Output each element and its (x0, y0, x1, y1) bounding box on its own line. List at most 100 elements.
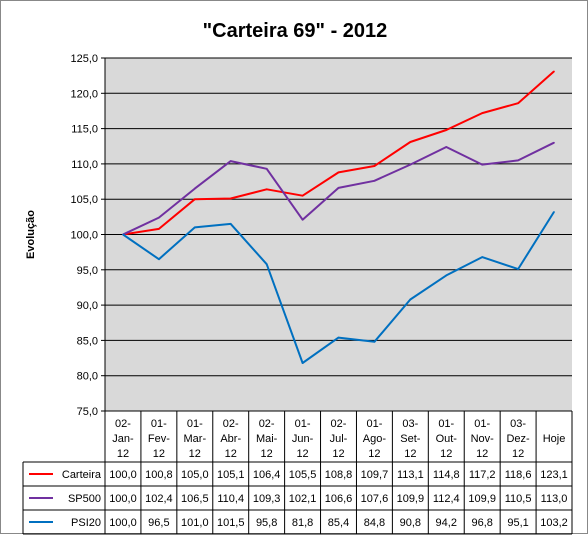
x-tick-label: Jun- (292, 433, 314, 445)
data-label-sp500: 106,6 (325, 493, 353, 505)
data-point-psi20 (229, 223, 232, 225)
data-point-psi20 (301, 362, 304, 364)
x-tick-label: Abr- (220, 433, 241, 445)
data-point-psi20 (445, 274, 448, 277)
x-tick-label: 01- (187, 418, 203, 430)
x-tick-label: 12 (189, 448, 201, 460)
data-label-sp500: 107,6 (361, 493, 389, 505)
x-tick-label: Dez- (506, 433, 530, 445)
x-tick-label: 12 (153, 448, 165, 460)
series-lines (122, 70, 555, 364)
x-tick-label: 01- (295, 418, 311, 430)
data-point-carteira (194, 198, 196, 200)
data-point-psi20 (409, 298, 412, 301)
x-tick-label: 03- (510, 418, 526, 430)
x-tick-label: Mar- (184, 433, 207, 445)
data-point-sp500 (517, 159, 519, 162)
x-tick-label: 12 (296, 448, 308, 460)
x-tick-label: 12 (261, 448, 273, 460)
x-tick-label: 02- (331, 418, 347, 430)
data-label-sp500: 102,4 (145, 493, 173, 505)
x-tick-label: 12 (225, 448, 237, 460)
data-point-psi20 (373, 341, 376, 343)
data-point-psi20 (265, 263, 268, 265)
data-label-sp500: 110,4 (217, 493, 244, 505)
x-tick-label: Jul- (330, 433, 348, 445)
x-tick-label: Out- (436, 433, 458, 445)
data-label-carteira: 117,2 (469, 469, 496, 481)
data-label-sp500: 113,0 (541, 493, 568, 505)
y-tick-label: 90,0 (77, 300, 98, 312)
x-tick-label: 12 (117, 448, 129, 460)
x-tick-label: Mai- (256, 433, 278, 445)
data-label-psi20: 94,2 (436, 517, 457, 529)
x-tick-label: 01- (151, 418, 167, 430)
data-label-carteira: 100,0 (109, 469, 137, 481)
data-point-carteira (337, 171, 340, 174)
data-point-sp500 (265, 168, 268, 170)
data-point-carteira (158, 228, 160, 230)
x-tick-label: Jan- (112, 433, 134, 445)
data-point-sp500 (194, 187, 196, 190)
y-tick-label: 115,0 (71, 124, 98, 136)
x-tick-label: 12 (440, 448, 452, 460)
data-label-psi20: 101,0 (181, 517, 209, 529)
y-axis-ticks: 75,0 80,0 85,0 90,0 95,0 100,0 105,0 110,0 115,0… (70, 53, 106, 418)
data-point-psi20 (194, 226, 196, 229)
legend-label: Carteira (62, 469, 102, 481)
data-point-carteira (517, 102, 519, 104)
data-point-sp500 (481, 163, 483, 166)
data-label-psi20: 95,8 (256, 517, 277, 529)
data-point-sp500 (158, 216, 160, 219)
y-tick-label: 125,0 (70, 53, 98, 65)
y-tick-label: 120,0 (70, 88, 98, 100)
data-label-carteira: 100,8 (145, 469, 173, 481)
data-point-sp500 (553, 141, 555, 144)
legend-label: PSI20 (71, 517, 101, 529)
data-point-sp500 (409, 163, 412, 166)
data-label-psi20: 101,5 (217, 517, 245, 529)
data-label-sp500: 112,4 (433, 493, 460, 505)
x-tick-label: 01- (438, 418, 454, 430)
data-point-carteira (409, 141, 412, 143)
data-label-psi20: 96,5 (148, 517, 169, 529)
x-tick-label: 12 (368, 448, 380, 460)
x-tick-label: 12 (404, 448, 416, 460)
data-point-psi20 (553, 211, 555, 213)
data-label-psi20: 90,8 (400, 517, 421, 529)
data-point-carteira (481, 112, 483, 114)
data-label-sp500: 110,5 (505, 493, 532, 505)
data-label-psi20: 100,0 (109, 517, 137, 529)
data-point-sp500 (445, 146, 448, 148)
data-point-psi20 (122, 233, 124, 236)
data-label-sp500: 109,3 (253, 493, 281, 505)
data-label-sp500: 102,1 (289, 493, 317, 505)
x-tick-label: 12 (332, 448, 344, 460)
y-tick-label: 110,0 (71, 159, 98, 171)
y-tick-label: 105,0 (70, 194, 98, 206)
x-tick-label: Ago- (363, 433, 387, 445)
data-label-psi20: 85,4 (328, 517, 349, 529)
x-tick-label: 12 (512, 448, 524, 460)
data-label-psi20: 81,8 (292, 517, 313, 529)
data-point-sp500 (373, 180, 376, 182)
chart-title: "Carteira 69" - 2012 (203, 20, 388, 42)
data-label-carteira: 118,6 (505, 469, 532, 481)
data-label-carteira: 123,1 (540, 469, 568, 481)
x-tick-label: 01- (474, 418, 490, 430)
data-label-carteira: 105,1 (217, 469, 245, 481)
data-label-carteira: 109,7 (361, 469, 389, 481)
x-tick-label: 03- (402, 418, 418, 430)
data-label-sp500: 109,9 (397, 493, 425, 505)
x-tick-label: Set- (400, 433, 421, 445)
data-label-psi20: 103,2 (540, 517, 568, 529)
data-label-carteira: 105,5 (289, 469, 317, 481)
data-label-sp500: 109,9 (468, 493, 496, 505)
data-point-carteira (373, 165, 376, 167)
data-point-sp500 (337, 187, 340, 189)
data-point-sp500 (229, 160, 232, 162)
data-label-psi20: 95,1 (507, 517, 528, 529)
data-table: 02- Jan- 12 01- Fev- 12 01- Mar- 12 02- Abr- 12 02- M… (22, 410, 573, 535)
